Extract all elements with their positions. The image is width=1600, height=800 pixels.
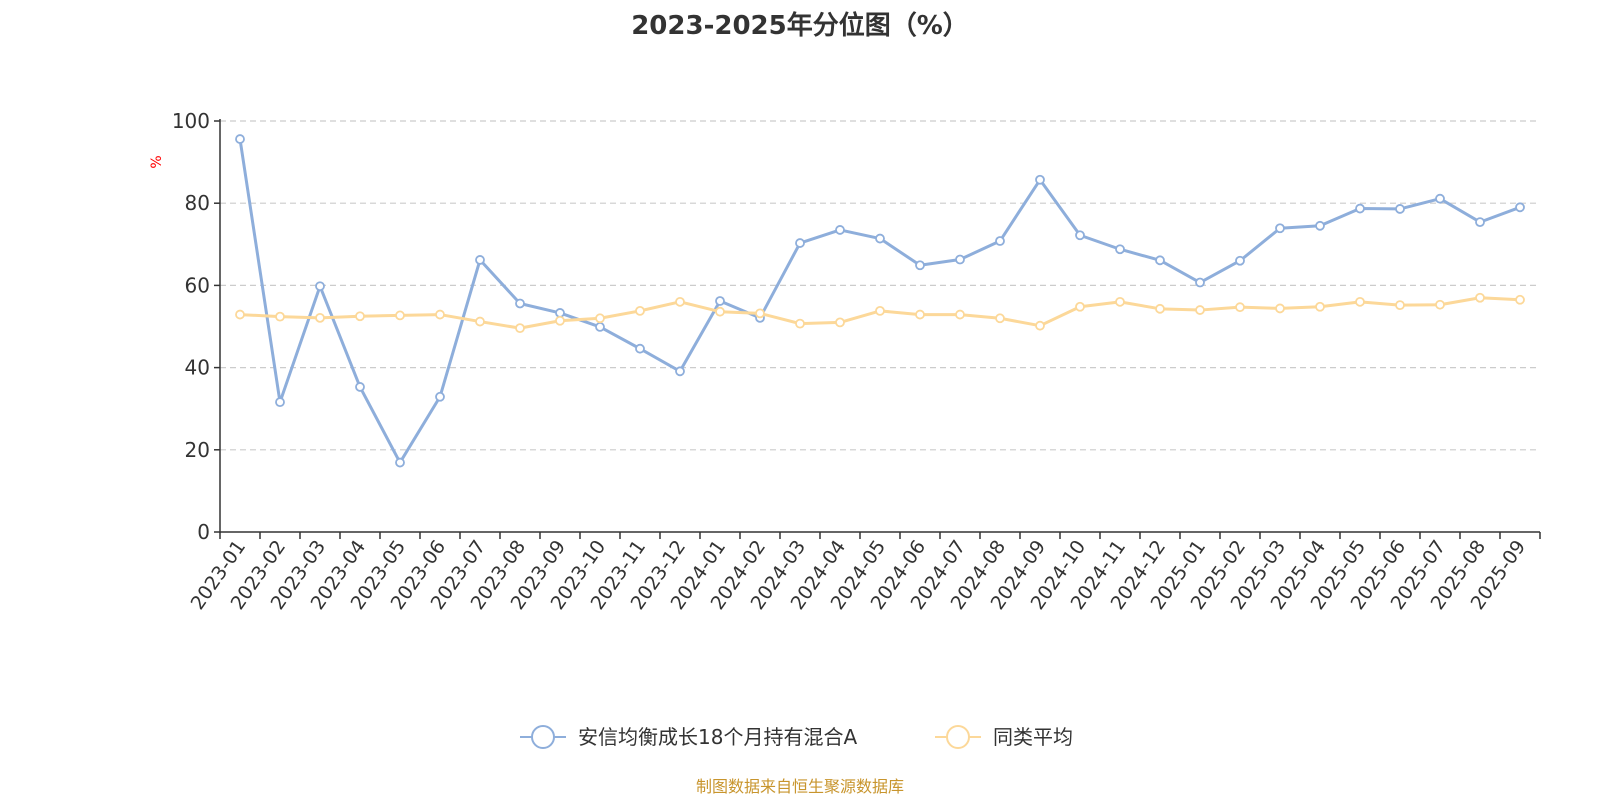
data-point [1395, 300, 1405, 311]
data-point [1275, 223, 1285, 234]
chart-title: 2023-2025年分位图（%） [631, 10, 969, 41]
data-point [635, 305, 645, 316]
data-point [1315, 220, 1325, 231]
data-point [555, 315, 565, 326]
data-point [1115, 296, 1125, 307]
data-point [1355, 203, 1365, 214]
source-note: 制图数据来自恒生聚源数据库 [696, 777, 904, 796]
data-point [795, 238, 805, 248]
data-point [915, 260, 925, 271]
y-tick-label: 80 [185, 191, 210, 215]
legend-marker-icon [531, 725, 555, 749]
data-point [1315, 301, 1325, 312]
data-point [435, 391, 445, 402]
series-1 [235, 292, 1525, 334]
data-point [1115, 244, 1125, 255]
grid-lines [220, 120, 1540, 451]
data-point [995, 236, 1005, 246]
data-point [1435, 299, 1445, 310]
data-point [1435, 193, 1445, 204]
data-point [315, 281, 325, 292]
data-point [235, 134, 245, 144]
data-point [475, 316, 485, 327]
data-point [1155, 255, 1165, 266]
data-point [1355, 296, 1365, 307]
data-point [1075, 230, 1085, 241]
data-point [915, 309, 925, 320]
data-point [475, 255, 485, 265]
data-point [875, 233, 885, 244]
data-point [1195, 305, 1205, 315]
legend-item[interactable]: 同类平均 [935, 725, 1073, 749]
data-point [1155, 303, 1165, 314]
x-axis-ticks: 2023-012023-022023-032023-042023-052023-… [187, 532, 1541, 614]
data-point [835, 225, 845, 235]
data-point [1075, 301, 1085, 312]
data-point [1475, 292, 1485, 303]
data-point [355, 311, 365, 322]
data-point [835, 317, 845, 328]
data-point [1035, 174, 1045, 185]
data-point [435, 309, 445, 320]
data-point [1235, 255, 1245, 266]
data-point [1515, 294, 1525, 305]
data-point [795, 318, 805, 329]
data-point [675, 366, 685, 377]
data-point [515, 323, 525, 334]
y-axis-unit-label: % [149, 155, 165, 168]
data-point [235, 309, 245, 320]
series-lines [235, 134, 1525, 468]
data-point [755, 308, 765, 319]
data-point [1235, 302, 1245, 313]
data-point [875, 305, 885, 316]
data-point [955, 309, 965, 320]
data-point [595, 313, 605, 324]
data-point [715, 296, 725, 306]
data-point [1275, 303, 1285, 314]
y-tick-label: 60 [185, 273, 210, 297]
data-point [555, 308, 565, 318]
legend-marker-icon [946, 725, 970, 749]
data-point [635, 343, 645, 354]
axes [219, 119, 1540, 533]
data-point [995, 313, 1005, 324]
legend: 安信均衡成长18个月持有混合A 同类平均 [520, 725, 1073, 749]
y-tick-label: 20 [185, 438, 210, 462]
data-point [1515, 202, 1525, 213]
data-point [715, 306, 725, 317]
legend-label: 同类平均 [993, 725, 1073, 749]
series-line [238, 138, 1521, 465]
data-point [675, 296, 685, 307]
data-point [1195, 277, 1205, 288]
data-point [515, 298, 525, 309]
data-point [275, 397, 285, 408]
data-point [1475, 217, 1485, 228]
y-tick-label: 40 [185, 356, 210, 380]
data-point [315, 312, 325, 323]
data-point [595, 322, 605, 332]
y-tick-label: 0 [197, 520, 210, 544]
data-point [395, 457, 405, 468]
y-axis-ticks: 0 20 40 60 80 100 [172, 109, 220, 544]
data-point [1395, 204, 1405, 214]
data-point [395, 310, 405, 321]
legend-label: 安信均衡成长18个月持有混合A [578, 725, 857, 749]
legend-item[interactable]: 安信均衡成长18个月持有混合A [520, 725, 857, 749]
series-0 [235, 134, 1525, 468]
data-point [1035, 320, 1045, 331]
data-point [275, 311, 285, 322]
y-tick-label: 100 [172, 109, 210, 133]
data-point [355, 382, 365, 392]
data-point [955, 254, 965, 265]
